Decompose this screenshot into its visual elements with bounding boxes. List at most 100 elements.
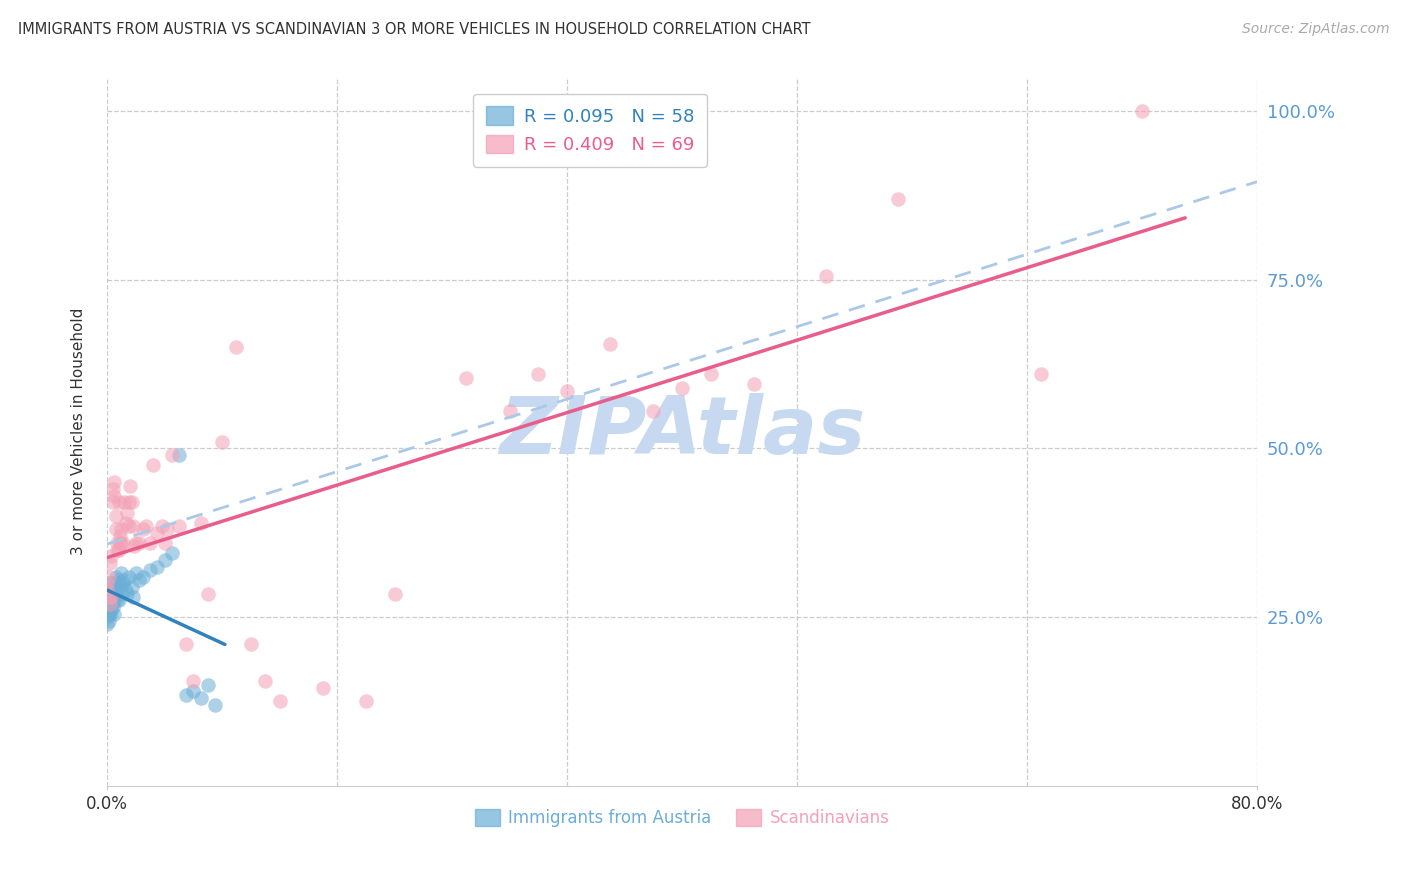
Point bbox=[97, 569, 120, 583]
Point bbox=[142, 458, 165, 473]
Point bbox=[104, 569, 127, 583]
Point bbox=[153, 536, 176, 550]
Point bbox=[96, 586, 118, 600]
Point bbox=[97, 593, 120, 607]
Point bbox=[108, 580, 131, 594]
Point bbox=[100, 593, 122, 607]
Point bbox=[107, 542, 129, 557]
Point bbox=[167, 448, 190, 462]
Point bbox=[181, 684, 204, 698]
Point bbox=[97, 580, 120, 594]
Point bbox=[110, 523, 132, 537]
Point bbox=[1031, 368, 1053, 382]
Point bbox=[146, 525, 169, 540]
Point bbox=[190, 516, 212, 530]
Point bbox=[110, 536, 132, 550]
Point bbox=[103, 475, 125, 490]
Point bbox=[527, 368, 550, 382]
Point bbox=[239, 637, 262, 651]
Point bbox=[150, 519, 173, 533]
Point bbox=[114, 583, 136, 598]
Point bbox=[122, 519, 145, 533]
Point bbox=[98, 597, 121, 611]
Point bbox=[114, 516, 136, 530]
Point bbox=[96, 583, 118, 598]
Point bbox=[456, 370, 478, 384]
Point bbox=[1130, 104, 1153, 119]
Point bbox=[98, 576, 121, 591]
Point bbox=[128, 573, 150, 587]
Point bbox=[190, 691, 212, 706]
Point bbox=[132, 569, 155, 583]
Point bbox=[108, 536, 131, 550]
Point bbox=[117, 495, 139, 509]
Point bbox=[124, 539, 146, 553]
Point bbox=[107, 573, 129, 587]
Point bbox=[498, 404, 520, 418]
Point bbox=[107, 495, 129, 509]
Point bbox=[742, 377, 765, 392]
Point bbox=[107, 593, 129, 607]
Point bbox=[100, 590, 122, 604]
Point bbox=[110, 586, 132, 600]
Point bbox=[101, 482, 124, 496]
Point bbox=[112, 495, 135, 509]
Point bbox=[121, 495, 143, 509]
Point bbox=[100, 603, 122, 617]
Point bbox=[643, 404, 665, 418]
Point bbox=[269, 694, 291, 708]
Point bbox=[225, 340, 247, 354]
Point bbox=[197, 677, 219, 691]
Point bbox=[160, 448, 183, 462]
Point bbox=[96, 590, 118, 604]
Point bbox=[97, 600, 120, 615]
Point bbox=[156, 523, 179, 537]
Point bbox=[160, 546, 183, 560]
Point bbox=[105, 542, 128, 557]
Point bbox=[122, 590, 145, 604]
Point bbox=[132, 523, 155, 537]
Point bbox=[115, 506, 138, 520]
Point bbox=[101, 495, 124, 509]
Point bbox=[97, 590, 120, 604]
Legend: Immigrants from Austria, Scandinavians: Immigrants from Austria, Scandinavians bbox=[468, 803, 896, 834]
Point bbox=[96, 603, 118, 617]
Point bbox=[139, 536, 162, 550]
Point bbox=[354, 694, 377, 708]
Point bbox=[312, 681, 335, 695]
Point bbox=[115, 586, 138, 600]
Point bbox=[814, 269, 837, 284]
Point bbox=[100, 549, 122, 564]
Point bbox=[98, 586, 121, 600]
Point bbox=[167, 519, 190, 533]
Point bbox=[111, 576, 134, 591]
Point bbox=[103, 489, 125, 503]
Point bbox=[103, 593, 125, 607]
Point bbox=[96, 600, 118, 615]
Point bbox=[111, 536, 134, 550]
Point bbox=[105, 576, 128, 591]
Point bbox=[181, 674, 204, 689]
Point bbox=[96, 607, 118, 621]
Point bbox=[128, 536, 150, 550]
Point bbox=[135, 519, 157, 533]
Point bbox=[197, 586, 219, 600]
Text: Source: ZipAtlas.com: Source: ZipAtlas.com bbox=[1241, 22, 1389, 37]
Point bbox=[555, 384, 578, 398]
Point bbox=[97, 614, 120, 628]
Point bbox=[174, 637, 197, 651]
Point bbox=[599, 337, 621, 351]
Point bbox=[96, 597, 118, 611]
Point bbox=[384, 586, 406, 600]
Point bbox=[211, 434, 233, 449]
Point bbox=[101, 600, 124, 615]
Point bbox=[139, 563, 162, 577]
Text: ZIPAtlas: ZIPAtlas bbox=[499, 392, 865, 471]
Y-axis label: 3 or more Vehicles in Household: 3 or more Vehicles in Household bbox=[72, 308, 86, 556]
Point bbox=[121, 580, 143, 594]
Point bbox=[204, 698, 226, 712]
Point bbox=[104, 586, 127, 600]
Text: IMMIGRANTS FROM AUSTRIA VS SCANDINAVIAN 3 OR MORE VEHICLES IN HOUSEHOLD CORRELAT: IMMIGRANTS FROM AUSTRIA VS SCANDINAVIAN … bbox=[18, 22, 811, 37]
Point bbox=[96, 593, 118, 607]
Point bbox=[671, 381, 693, 395]
